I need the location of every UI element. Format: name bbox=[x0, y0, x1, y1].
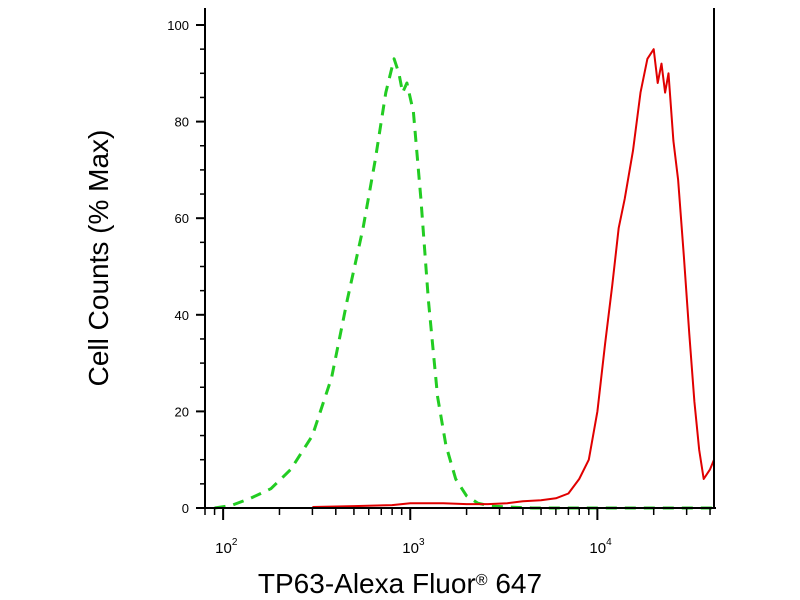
x-axis-label: TP63-Alexa Fluor® 647 bbox=[258, 568, 542, 599]
x-tick-label-base: 10 bbox=[215, 540, 232, 557]
x-tick-label-base: 10 bbox=[589, 540, 606, 557]
x-axis-label-suffix: 647 bbox=[488, 568, 543, 599]
x-axis-label-text: TP63-Alexa Fluor bbox=[258, 568, 476, 599]
x-ticks: 102 103 104 bbox=[204, 508, 711, 557]
y-tick-label-20: 20 bbox=[175, 404, 189, 419]
solid-histogram-line-1 bbox=[312, 48, 715, 508]
x-tick-label-exponent: 2 bbox=[232, 537, 238, 548]
y-tick-label-60: 60 bbox=[175, 211, 189, 226]
y-axis-label: Cell Counts (% Max) bbox=[83, 130, 114, 387]
x-tick-label-exponent: 4 bbox=[606, 537, 612, 548]
x-tick-label-10-2: 102 bbox=[215, 537, 238, 557]
y-tick-label-0: 0 bbox=[182, 501, 189, 516]
plot-lines bbox=[214, 48, 715, 510]
y-tick-label-100: 100 bbox=[167, 18, 189, 33]
y-tick-label-80: 80 bbox=[175, 115, 189, 130]
y-ticks: 0 20 40 60 80 100 bbox=[167, 18, 205, 516]
x-tick-label-10-4: 104 bbox=[589, 537, 612, 557]
x-tick-label-base: 10 bbox=[402, 540, 419, 557]
x-tick-label-10-3: 103 bbox=[402, 537, 425, 557]
x-tick-label-exponent: 3 bbox=[419, 537, 425, 548]
axes bbox=[204, 8, 716, 509]
y-tick-label-40: 40 bbox=[175, 308, 189, 323]
dashed-histogram-line-0 bbox=[214, 57, 714, 510]
x-axis-label-registered-mark: ® bbox=[476, 572, 488, 589]
